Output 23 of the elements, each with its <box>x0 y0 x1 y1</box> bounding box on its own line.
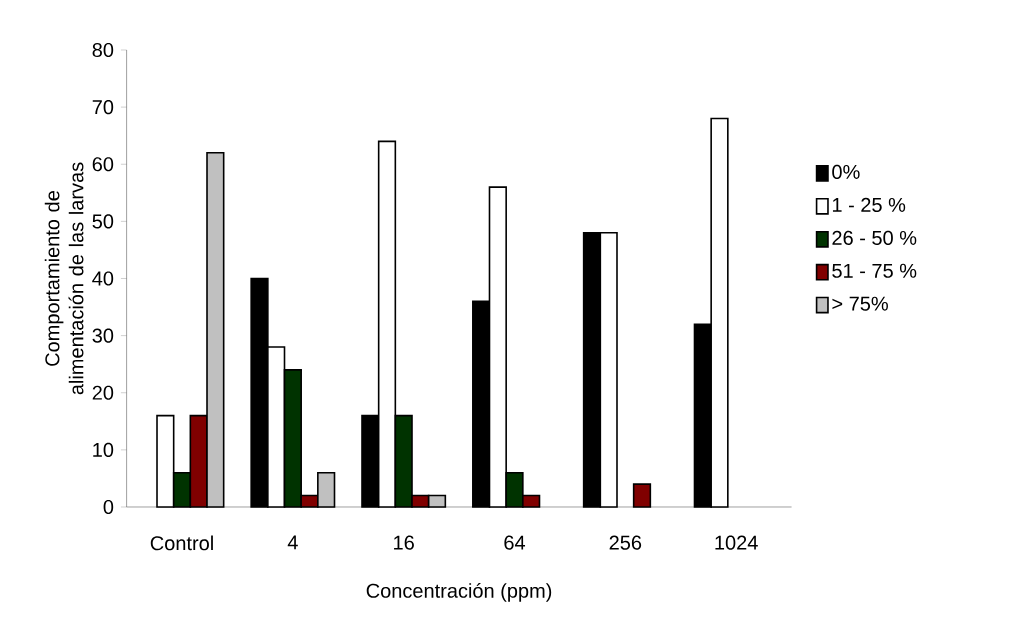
x-tick-label: 4 <box>287 535 298 550</box>
legend-label: > 75% <box>832 296 888 311</box>
x-tick-label: 1024 <box>715 535 758 550</box>
x-tick-label: 16 <box>394 535 414 550</box>
bar <box>632 483 652 508</box>
legend-label: 51 - 75 % <box>832 263 917 278</box>
legend-label: 0% <box>832 164 860 180</box>
x-tick-label: 64 <box>504 535 526 550</box>
x-tick-label: Control <box>150 535 213 551</box>
y-tick-label: 80 <box>92 42 114 58</box>
x-axis-title: Concentración (ppm) <box>366 582 552 602</box>
legend-label: 26 - 50 % <box>832 230 917 245</box>
y-tick-label: 30 <box>92 328 114 343</box>
y-tick-label: 0 <box>103 499 114 515</box>
y-tick-label: 50 <box>92 214 114 229</box>
y-tick-label: 20 <box>92 385 114 400</box>
y-tick-label: 60 <box>92 157 114 172</box>
y-axis-title: Comportamiento de alimentación de las larvas <box>44 162 84 395</box>
x-tick-label: 256 <box>609 535 642 550</box>
y-tick-label: 40 <box>92 271 114 286</box>
legend-label: 1 - 25 % <box>832 197 906 212</box>
y-tick-label: 70 <box>92 100 114 115</box>
y-tick-label: 10 <box>93 442 114 457</box>
